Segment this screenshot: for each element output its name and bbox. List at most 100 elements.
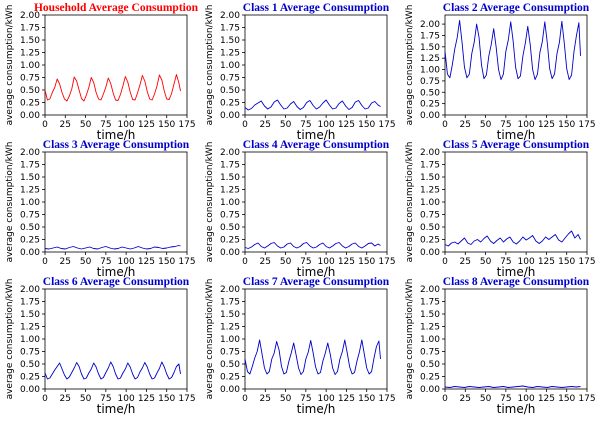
x-tick-label: 25 xyxy=(60,257,71,267)
y-tick-label: 0.00 xyxy=(420,248,440,258)
x-tick-label: 0 xyxy=(442,257,448,267)
y-tick-label: 1.75 xyxy=(20,298,40,308)
y-tick-label: 1.00 xyxy=(420,335,440,345)
x-tick-label: 25 xyxy=(460,120,471,130)
series-line xyxy=(444,385,581,388)
y-tick-label: 1.25 xyxy=(220,49,240,59)
y-tick-label: 0.00 xyxy=(20,385,40,395)
y-tick-label: 1.25 xyxy=(420,323,440,333)
x-axis-label: time/h xyxy=(297,402,336,416)
y-tick-label: 1.75 xyxy=(220,161,240,171)
x-tick-label: 50 xyxy=(280,394,292,404)
x-tick-label: 25 xyxy=(460,394,471,404)
y-tick-label: 1.00 xyxy=(20,198,40,208)
plot-frame xyxy=(44,151,188,253)
x-tick-label: 125 xyxy=(338,257,355,267)
subplot-title: Class 5 Average Consumption xyxy=(443,139,590,151)
subplot-title: Household Average Consumption xyxy=(34,2,199,14)
x-tick-label: 100 xyxy=(318,257,335,267)
x-tick-label: 175 xyxy=(578,120,595,130)
x-tick-label: 175 xyxy=(178,120,195,130)
x-tick-label: 0 xyxy=(42,257,48,267)
y-tick-label: 1.25 xyxy=(20,49,40,59)
series-line xyxy=(444,20,581,81)
x-tick-label: 75 xyxy=(500,394,511,404)
subplot-2: Class 1 Average Consumption 0.00 0.25 0.50 0… xyxy=(205,2,396,142)
y-tick-label: 0.25 xyxy=(220,373,240,383)
y-tick-label: 1.50 xyxy=(20,310,40,320)
y-tick-label: 2.00 xyxy=(420,148,440,158)
y-tick-label: 0.25 xyxy=(20,373,40,383)
x-tick-label: 75 xyxy=(100,257,111,267)
y-tick-label: 1.25 xyxy=(220,186,240,196)
subplot-title: Class 3 Average Consumption xyxy=(43,139,190,151)
y-tick-label: 0.50 xyxy=(220,86,240,96)
x-tick-label: 50 xyxy=(280,120,292,130)
series-line xyxy=(244,242,381,249)
y-tick-label: 0.75 xyxy=(220,348,240,358)
y-tick-label: 0.25 xyxy=(20,99,40,109)
y-axis-label: average consumption/kWh xyxy=(405,142,415,263)
y-tick-label: 0.75 xyxy=(420,77,440,87)
subplot-9: Class 8 Average Consumption 0.00 0.25 0.50 0… xyxy=(405,276,596,416)
x-tick-label: 0 xyxy=(442,120,448,130)
subplot-title: Class 6 Average Consumption xyxy=(43,276,190,288)
y-tick-label: 1.75 xyxy=(420,298,440,308)
x-tick-label: 150 xyxy=(558,394,575,404)
x-tick-label: 75 xyxy=(300,394,311,404)
x-tick-label: 0 xyxy=(442,394,448,404)
x-tick-label: 150 xyxy=(158,257,175,267)
x-tick-label: 175 xyxy=(378,394,395,404)
x-tick-label: 150 xyxy=(358,120,375,130)
x-tick-label: 0 xyxy=(242,257,248,267)
x-tick-label: 50 xyxy=(80,120,92,130)
x-axis-label: time/h xyxy=(497,402,536,416)
y-tick-label: 0.00 xyxy=(20,111,40,121)
subplot-title: Class 8 Average Consumption xyxy=(443,276,590,288)
y-tick-label: 0.75 xyxy=(20,348,40,358)
y-tick-label: 1.50 xyxy=(420,173,440,183)
x-tick-label: 150 xyxy=(558,120,575,130)
x-tick-label: 175 xyxy=(378,120,395,130)
subplot-3: Class 2 Average Consumption0.000.250.500… xyxy=(405,2,596,142)
y-tick-label: 1.50 xyxy=(220,36,240,46)
x-tick-label: 50 xyxy=(280,257,292,267)
y-tick-label: 1.25 xyxy=(20,186,40,196)
y-tick-label: 0.50 xyxy=(20,360,40,370)
series-line xyxy=(244,99,381,111)
subplot-4: Class 3 Average Consumption 0.00 0.25 0.50 0… xyxy=(5,139,196,279)
y-tick-label: 1.50 xyxy=(20,173,40,183)
x-tick-label: 50 xyxy=(80,257,92,267)
plot-frame xyxy=(444,288,588,390)
y-tick-label: 0.00 xyxy=(220,385,240,395)
x-tick-label: 50 xyxy=(480,120,492,130)
y-axis-label: average consumption/kWh xyxy=(405,279,415,400)
y-tick-label: 0.75 xyxy=(20,211,40,221)
y-tick-label: 1.75 xyxy=(220,298,240,308)
y-tick-label: 1.50 xyxy=(420,43,440,53)
y-tick-label: 0.00 xyxy=(220,248,240,258)
y-tick-label: 0.75 xyxy=(220,74,240,84)
y-tick-label: 2.00 xyxy=(220,11,240,21)
y-tick-label: 1.25 xyxy=(420,54,440,64)
x-tick-label: 100 xyxy=(518,120,535,130)
subplot-6: Class 5 Average Consumption 0.00 0.25 0.50 0… xyxy=(405,139,596,279)
x-axis-label: time/h xyxy=(97,402,136,416)
y-tick-label: 0.50 xyxy=(20,86,40,96)
y-tick-label: 0.50 xyxy=(420,88,440,98)
y-tick-label: 1.50 xyxy=(20,36,40,46)
x-tick-label: 75 xyxy=(100,120,111,130)
x-tick-label: 50 xyxy=(480,394,492,404)
x-axis-label: time/h xyxy=(297,128,336,142)
subplot-title: Class 4 Average Consumption xyxy=(243,139,390,151)
x-tick-label: 150 xyxy=(158,394,175,404)
x-axis-label: time/h xyxy=(297,265,336,279)
x-tick-label: 100 xyxy=(318,120,335,130)
y-tick-label: 1.25 xyxy=(220,323,240,333)
x-tick-label: 0 xyxy=(242,120,248,130)
x-tick-label: 125 xyxy=(338,394,355,404)
x-axis-label: time/h xyxy=(497,265,536,279)
y-tick-label: 1.00 xyxy=(20,61,40,71)
y-tick-label: 1.25 xyxy=(20,323,40,333)
x-tick-label: 150 xyxy=(558,257,575,267)
